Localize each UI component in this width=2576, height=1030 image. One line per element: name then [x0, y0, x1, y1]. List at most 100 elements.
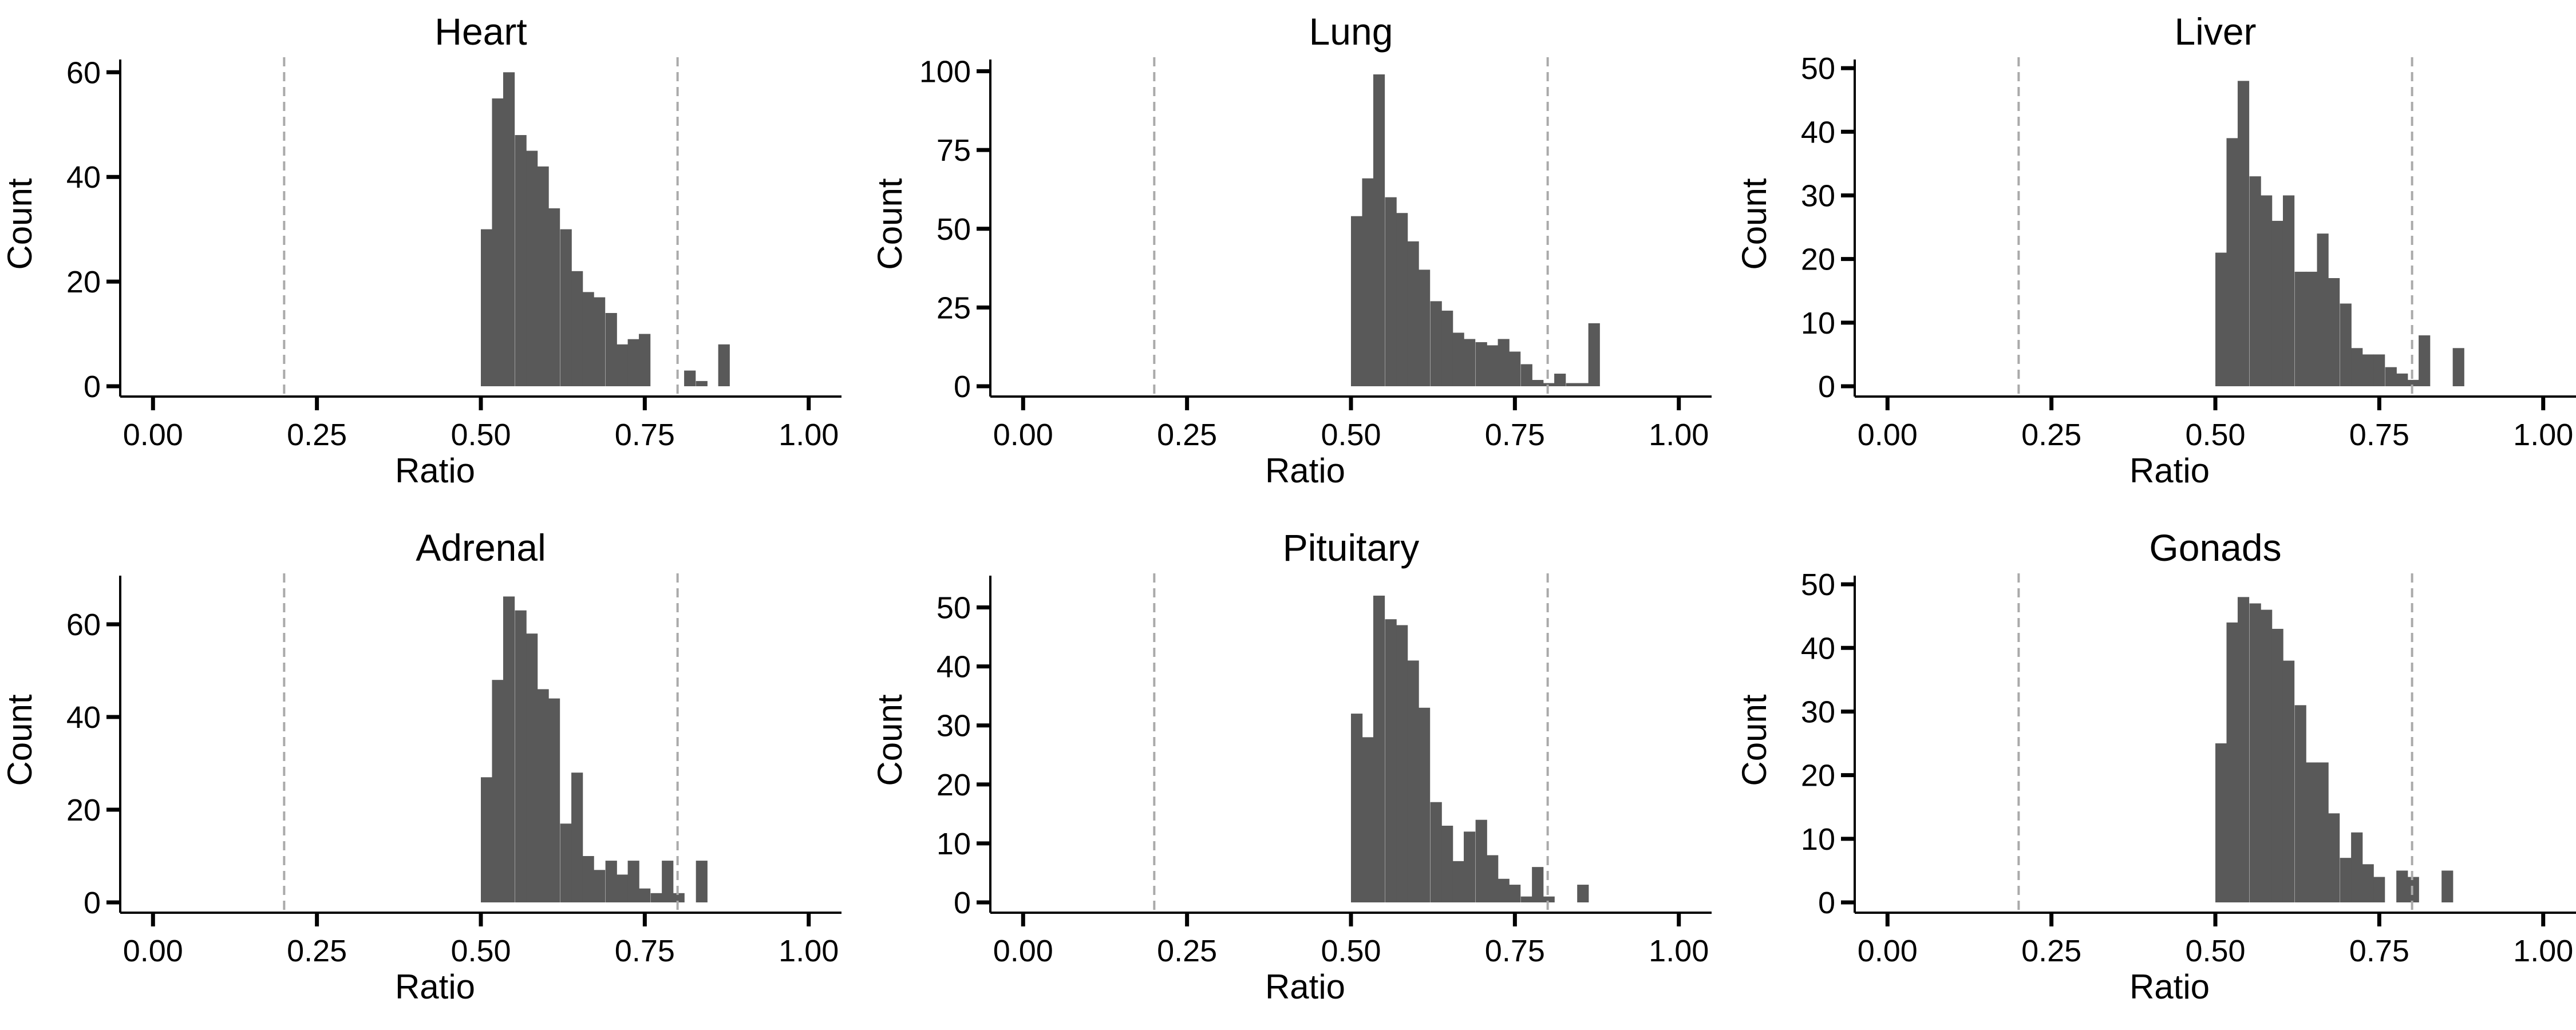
histogram-bar	[617, 874, 629, 902]
histogram-bar	[537, 689, 549, 902]
histogram-bar	[515, 610, 527, 902]
histogram-bar	[515, 135, 527, 386]
panel-adrenal: Adrenal 0 20 40 60 0.00 0.25 0.50 0.75 1.00 Ratio C…	[1, 526, 841, 1006]
histogram-bar	[2328, 278, 2340, 386]
panel-heart: Heart 0 20 40 60 0.00 0.25 0.50 0.75 1.00 Ratio Cou…	[1, 10, 841, 490]
x-tick-label: 0.50	[2185, 418, 2245, 452]
histogram-bar	[2317, 762, 2329, 902]
y-axis-label: Count	[871, 178, 909, 270]
y-tick-label: 100	[919, 55, 971, 89]
histogram-bar	[2407, 877, 2419, 902]
y-tick-label: 75	[937, 133, 971, 168]
x-tick-label: 0.50	[451, 934, 511, 968]
x-tick-label: 0.25	[2021, 934, 2081, 968]
histogram-bar	[650, 893, 662, 902]
histogram-bar	[696, 861, 708, 902]
x-tick-label: 0.50	[2185, 934, 2245, 968]
panel-title: Gonads	[2149, 526, 2281, 569]
histogram-bar	[582, 856, 594, 902]
y-tick-label: 25	[937, 291, 971, 325]
histogram-bar	[2282, 195, 2295, 386]
x-tick-label: 0.75	[615, 418, 675, 452]
histogram-bar	[1475, 819, 1487, 902]
histogram-bar	[2282, 660, 2295, 902]
histogram-bar	[2385, 367, 2397, 386]
histogram-bar	[1554, 373, 1566, 386]
histogram-bar	[2215, 743, 2227, 902]
y-tick-label: 10	[1801, 822, 1835, 857]
histogram-bar	[627, 339, 639, 386]
histogram-bar	[1475, 342, 1487, 386]
histogram-bar	[1452, 861, 1464, 902]
histogram-bar	[2452, 348, 2464, 386]
y-tick-label: 0	[84, 370, 101, 404]
histogram-bar	[718, 344, 730, 386]
histogram-bar	[1418, 270, 1431, 386]
panel-gonads: Gonads 0 10 20 30 40 50 0.00 0.25 0.50 0.75 1.00 Rat…	[1735, 526, 2576, 1006]
y-tick-label: 0	[954, 370, 971, 404]
histogram-bar	[605, 312, 617, 386]
y-tick-label: 40	[1801, 115, 1835, 149]
histogram-bar	[1373, 74, 1385, 387]
histogram-bar	[673, 893, 685, 902]
panel-lung: Lung 0 25 50 75 100 0.00 0.25 0.50 0.75 1.00 Ratio C…	[871, 10, 1712, 490]
y-tick-label: 50	[937, 212, 971, 247]
histogram-bar	[639, 334, 651, 386]
histogram-bar	[1520, 896, 1532, 902]
x-tick-label: 0.25	[2021, 418, 2081, 452]
histogram-bar	[617, 344, 629, 386]
histogram-bar	[2373, 354, 2385, 386]
histogram-bar	[2340, 858, 2352, 902]
histogram-bar	[684, 370, 696, 386]
histogram-bar	[503, 72, 515, 386]
histogram-bar	[1498, 339, 1510, 386]
x-tick-label: 0.00	[993, 418, 1053, 452]
histogram-bar	[1487, 345, 1499, 386]
histogram-bar	[696, 381, 708, 386]
y-tick-label: 30	[1801, 695, 1835, 729]
histogram-bar	[2237, 81, 2250, 387]
y-tick-label: 60	[66, 608, 101, 642]
histogram-bar	[662, 861, 674, 902]
y-tick-label: 40	[66, 700, 101, 735]
x-axis-label: Ratio	[2129, 451, 2210, 490]
histogram-bar	[2226, 138, 2238, 387]
histogram-bar	[503, 596, 515, 902]
y-axis-label: Count	[1735, 694, 1773, 786]
y-tick-label: 50	[1801, 52, 1835, 86]
histogram-bar	[1577, 383, 1589, 386]
x-tick-label: 0.75	[1485, 934, 1545, 968]
x-tick-label: 0.00	[123, 934, 183, 968]
panel-title: Pituitary	[1283, 526, 1419, 569]
x-tick-label: 1.00	[779, 934, 839, 968]
histogram-bar	[492, 680, 504, 902]
histogram-bar	[2328, 813, 2340, 902]
histogram-bar	[2362, 354, 2374, 386]
y-tick-label: 20	[937, 768, 971, 802]
y-tick-label: 0	[1818, 886, 1835, 920]
histogram-bar	[1407, 660, 1419, 902]
y-tick-label: 20	[1801, 243, 1835, 277]
panel-title: Adrenal	[416, 526, 546, 569]
histogram-bar	[1543, 896, 1555, 902]
y-tick-label: 10	[937, 827, 971, 861]
histogram-bar	[2271, 220, 2283, 386]
x-tick-label: 0.25	[287, 418, 347, 452]
x-tick-label: 0.50	[1321, 418, 1381, 452]
histogram-bar	[2237, 597, 2250, 902]
histogram-bar	[1452, 332, 1464, 386]
histogram-bar	[571, 772, 583, 902]
histogram-bar	[1588, 323, 1600, 386]
histogram-bar	[582, 292, 594, 386]
histogram-bar	[1487, 855, 1499, 902]
histogram-bar	[560, 229, 572, 386]
x-tick-label: 0.25	[287, 934, 347, 968]
histogram-bar	[1362, 178, 1374, 386]
histogram-bar	[560, 823, 572, 902]
histogram-bar	[1430, 802, 1442, 902]
x-tick-label: 0.75	[615, 934, 675, 968]
x-tick-label: 0.25	[1157, 418, 1217, 452]
y-tick-label: 60	[66, 56, 101, 90]
histogram-bar	[2340, 303, 2352, 386]
histogram-bar	[594, 870, 606, 902]
